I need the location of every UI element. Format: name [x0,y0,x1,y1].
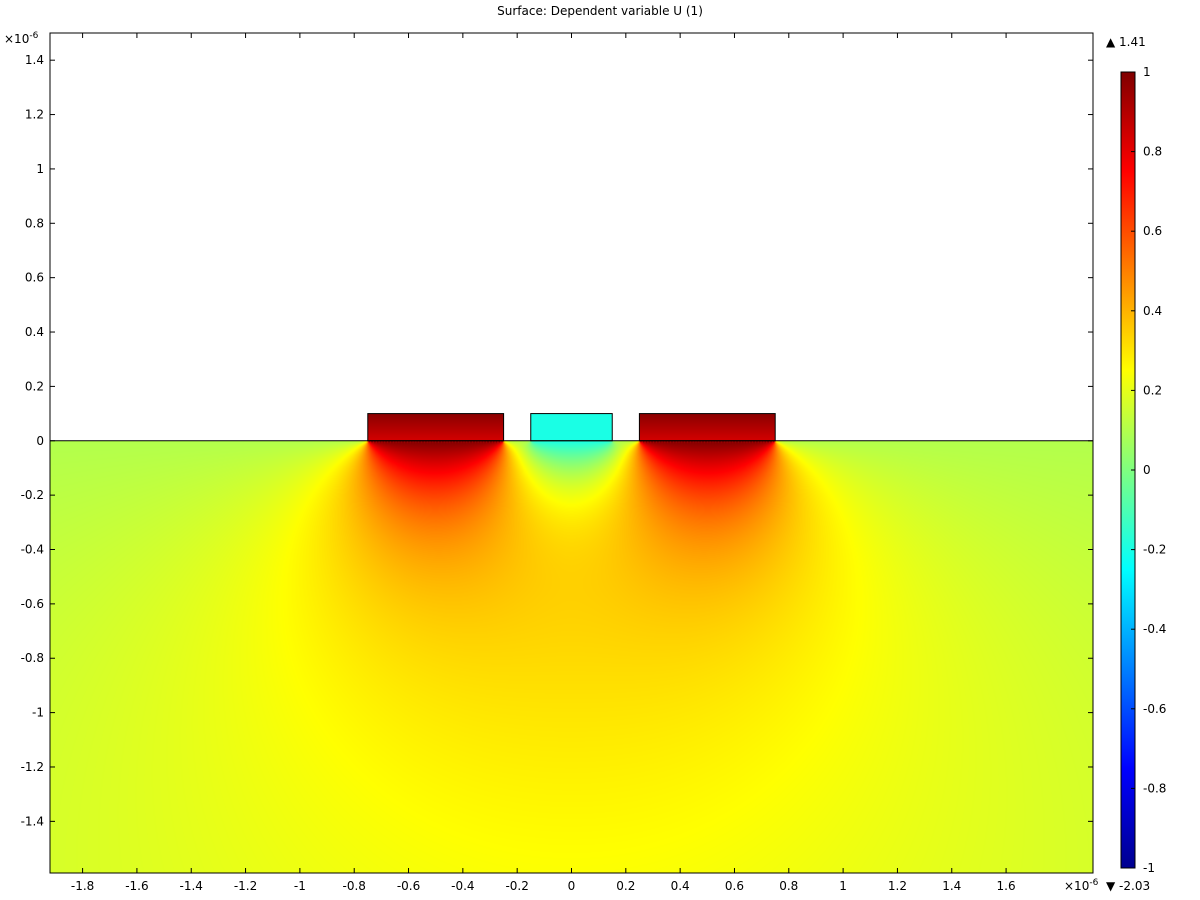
colorbar-tick-label: 0.8 [1143,145,1162,159]
x-tick-label: 0.8 [779,879,798,893]
x-tick-label: -1.2 [234,879,257,893]
y-tick-label: 0.2 [25,379,44,393]
field-heatmap [50,440,1093,873]
y-tick-label: 0 [36,434,44,448]
y-tick-label: 0.4 [25,325,44,339]
colorbar-tick-label: -0.8 [1143,781,1166,795]
x-tick-label: 1.2 [888,879,907,893]
y-tick-label: -1.4 [21,814,44,828]
x-tick-label: -0.4 [451,879,474,893]
colorbar-max-label: ▲ 1.41 [1106,35,1146,49]
x-tick-label: 0.2 [616,879,635,893]
y-tick-label: 1.2 [25,108,44,122]
x-axis: -1.8 -1.6 -1.4 -1.2 -1 -0.8 -0.6 -0.4 -0.2 0 0.2 0.… [71,33,1016,893]
svg-text:×10-6: ×10-6 [4,31,39,46]
colorbar-tick-label: 1 [1143,65,1151,79]
x-tick-label: -1 [294,879,306,893]
electrode-3 [638,413,776,442]
y-tick-label: -0.8 [21,651,44,665]
y-tick-label: -1.2 [21,760,44,774]
y-scale-factor: ×10-6 [4,31,39,46]
y-tick-label: 1 [36,162,44,176]
colorbar-min-label: ▼ -2.03 [1106,879,1150,893]
colorbar-tick-label: -0.6 [1143,702,1166,716]
x-tick-label: 1.4 [942,879,961,893]
y-tick-label: -1 [32,706,44,720]
plot-title: Surface: Dependent variable U (1) [497,4,703,18]
colorbar-tick-label: 0.4 [1143,304,1162,318]
colorbar-tick-label: -1 [1143,861,1155,875]
x-tick-label: 0 [568,879,576,893]
x-scale-factor: ×10-6 [1064,878,1099,893]
x-tick-label: -1.6 [125,879,148,893]
x-tick-label: -0.6 [397,879,420,893]
x-tick-label: 1.6 [997,879,1016,893]
svg-text:×10-6: ×10-6 [1064,878,1099,893]
domain-surface [50,440,1093,873]
electrode-2 [530,413,613,442]
y-tick-label: -0.2 [21,488,44,502]
y-scale-base: ×10 [4,32,29,46]
colorbar-tick-label: 0.6 [1143,224,1162,238]
colorbar-tick-label: -0.2 [1143,543,1166,557]
x-scale-base: ×10 [1064,879,1089,893]
y-scale-exponent: -6 [29,31,38,41]
x-tick-label: -1.4 [180,879,203,893]
colorbar-tick-label: 0 [1143,463,1151,477]
colorbar-tick-label: -0.4 [1143,622,1166,636]
y-tick-label: -0.6 [21,597,44,611]
colorbar-tick-label: 0.2 [1143,383,1162,397]
x-tick-label: -1.8 [71,879,94,893]
colorbar-ticks: 1 0.8 0.6 0.4 0.2 0 -0.2 -0.4 -0.6 -0.8 -1 [1131,65,1166,875]
y-tick-label: 1.4 [25,53,44,67]
x-scale-exponent: -6 [1089,878,1098,888]
y-tick-label: 0.8 [25,216,44,230]
electrodes [367,413,776,442]
y-axis: 1.4 1.2 1 0.8 0.6 0.4 0.2 0 -0.2 -0.4 -0.6 -0.8 -1 -1… [21,53,1093,828]
x-tick-label: 1 [839,879,847,893]
x-tick-label: -0.2 [505,879,528,893]
x-tick-label: 0.6 [725,879,744,893]
x-tick-label: 0.4 [671,879,690,893]
colorbar: 10.80.60.40.20-0.2-0.4-0.6-0.8-1 ▲ 1.41 … [1106,35,1166,893]
electrode-1 [367,413,505,442]
y-tick-label: -0.4 [21,543,44,557]
y-tick-label: 0.6 [25,271,44,285]
x-tick-label: -0.8 [342,879,365,893]
